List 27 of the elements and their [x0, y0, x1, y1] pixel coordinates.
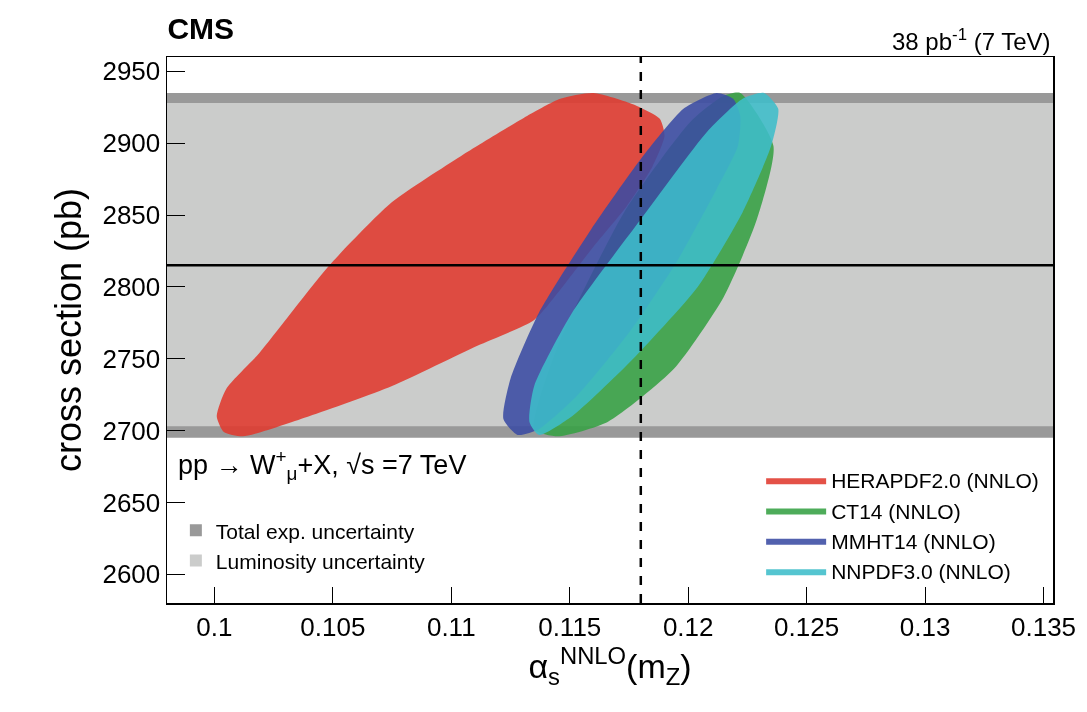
legend-label: MMHT14 (NNLO)	[831, 530, 996, 554]
y-tick-label: 2750	[102, 343, 161, 374]
x-tick-label: 0.13	[899, 611, 951, 642]
legend-label: NNPDF3.0 (NNLO)	[831, 560, 1011, 584]
legend-label: CT14 (NNLO)	[831, 499, 961, 523]
x-tick-label: 0.1	[196, 611, 233, 642]
x-tick-label: 0.12	[662, 611, 714, 642]
chart-title: CMS	[167, 11, 235, 45]
legend-label: Total exp. uncertainty	[215, 519, 415, 543]
y-tick-label: 2650	[102, 487, 161, 518]
y-tick-label: 2850	[102, 200, 161, 231]
y-tick-label: 2950	[102, 56, 161, 87]
legend-label: HERAPDF2.0 (NNLO)	[831, 469, 1039, 493]
y-axis-title: cross section (pb)	[47, 187, 89, 473]
y-tick-label: 2700	[102, 415, 161, 446]
x-tick-label: 0.125	[774, 611, 840, 642]
chart-subtitle: 38 pb$^{-1}$ (7 TeV)	[892, 25, 1051, 56]
annotation: pp → W$^{+}$$_{μ}$+X, √s =7 TeV	[178, 446, 467, 485]
x-axis-title: α$_{s}$$^{NNLO}$(m$_{Z}$)	[528, 641, 692, 691]
legend-label: Luminosity uncertainty	[215, 549, 426, 573]
x-tick-label: 0.105	[300, 611, 366, 642]
y-tick-label: 2600	[102, 559, 161, 590]
x-tick-label: 0.135	[1010, 611, 1077, 642]
x-tick-label: 0.11	[426, 611, 476, 642]
y-tick-label: 2900	[102, 128, 161, 159]
y-tick-label: 2800	[102, 271, 161, 302]
x-tick-label: 0.115	[538, 611, 602, 642]
